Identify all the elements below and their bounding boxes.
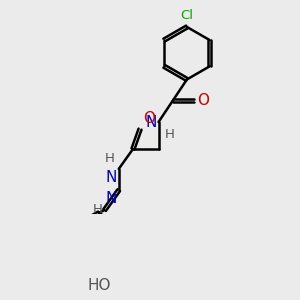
Text: N: N [106,191,117,206]
Text: H: H [93,203,102,216]
Text: HO: HO [87,278,111,293]
Text: O: O [197,93,209,108]
Text: H: H [105,152,115,165]
Text: N: N [106,170,117,185]
Text: N: N [146,115,157,130]
Text: O: O [144,111,156,126]
Text: Cl: Cl [180,9,194,22]
Text: H: H [165,128,175,141]
